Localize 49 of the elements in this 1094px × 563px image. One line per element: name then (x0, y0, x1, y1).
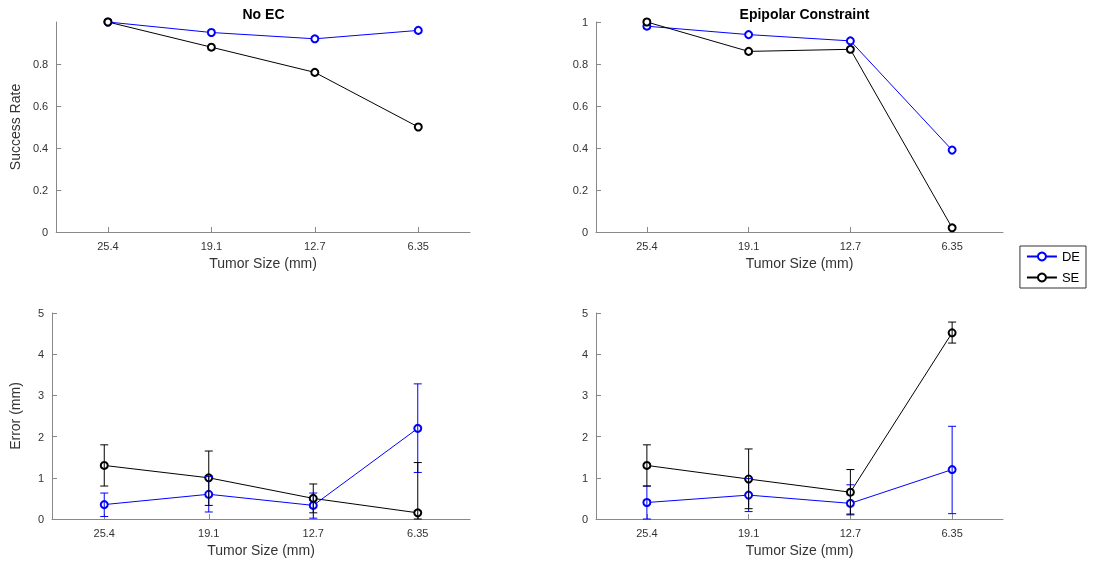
x-axis-title: Tumor Size (mm) (745, 542, 854, 558)
x-tick-label: 6.35 (407, 239, 429, 252)
x-axis-title: Tumor Size (mm) (745, 255, 854, 271)
y-tick-label: 3 (37, 389, 44, 402)
y-tick-label: 0 (581, 226, 588, 238)
x-tick-label: 12.7 (304, 239, 326, 252)
x-tick-label: 6.35 (941, 526, 963, 539)
y-tick-label: 0.8 (572, 58, 588, 70)
y-tick-label: 1 (581, 16, 588, 28)
y-tick-label: 1 (581, 471, 588, 484)
y-tick-label: 0 (42, 226, 49, 238)
y-axis-title: Error (mm) (7, 382, 23, 450)
x-axis-title: Tumor Size (mm) (209, 255, 317, 271)
y-tick-label: 5 (37, 307, 44, 319)
chart-title: No EC (242, 6, 285, 22)
y-tick-label: 0 (581, 513, 588, 525)
y-tick-label: 4 (37, 348, 44, 361)
legend-label: DE (1061, 249, 1081, 264)
y-tick-label: 0.2 (32, 184, 49, 196)
y-tick-label: 2 (37, 430, 44, 443)
legend-label: SE (1061, 270, 1080, 285)
x-tick-label: 12.7 (839, 526, 862, 539)
x-tick-label: 19.1 (737, 526, 760, 539)
x-tick-label: 25.4 (636, 239, 658, 252)
x-tick-label: 19.1 (198, 526, 220, 539)
chart-title: Epipolar Constraint (739, 6, 870, 22)
x-tick-label: 6.35 (941, 239, 963, 252)
x-tick-label: 25.4 (93, 526, 115, 539)
x-tick-label: 25.4 (636, 526, 658, 539)
x-axis-title: Tumor Size (mm) (207, 542, 315, 558)
y-tick-label: 0.6 (572, 100, 588, 112)
y-tick-label: 0.6 (32, 100, 49, 112)
y-tick-label: 5 (581, 307, 588, 319)
y-tick-label: 0.2 (572, 184, 588, 196)
x-tick-label: 19.1 (200, 239, 223, 252)
x-tick-label: 25.4 (97, 239, 119, 252)
x-tick-label: 12.7 (839, 239, 862, 252)
y-tick-label: 2 (581, 430, 588, 443)
y-tick-label: 3 (581, 389, 588, 402)
x-tick-label: 12.7 (302, 526, 324, 539)
y-axis-title: Success Rate (7, 83, 23, 171)
y-tick-label: 1 (37, 471, 44, 484)
x-tick-label: 6.35 (407, 526, 429, 539)
x-tick-label: 19.1 (737, 239, 760, 252)
y-tick-label: 4 (581, 348, 588, 361)
y-tick-label: 0.4 (32, 142, 49, 154)
y-tick-label: 0.4 (572, 142, 588, 154)
y-tick-label: 0 (37, 513, 44, 525)
y-tick-label: 0.8 (32, 58, 49, 70)
